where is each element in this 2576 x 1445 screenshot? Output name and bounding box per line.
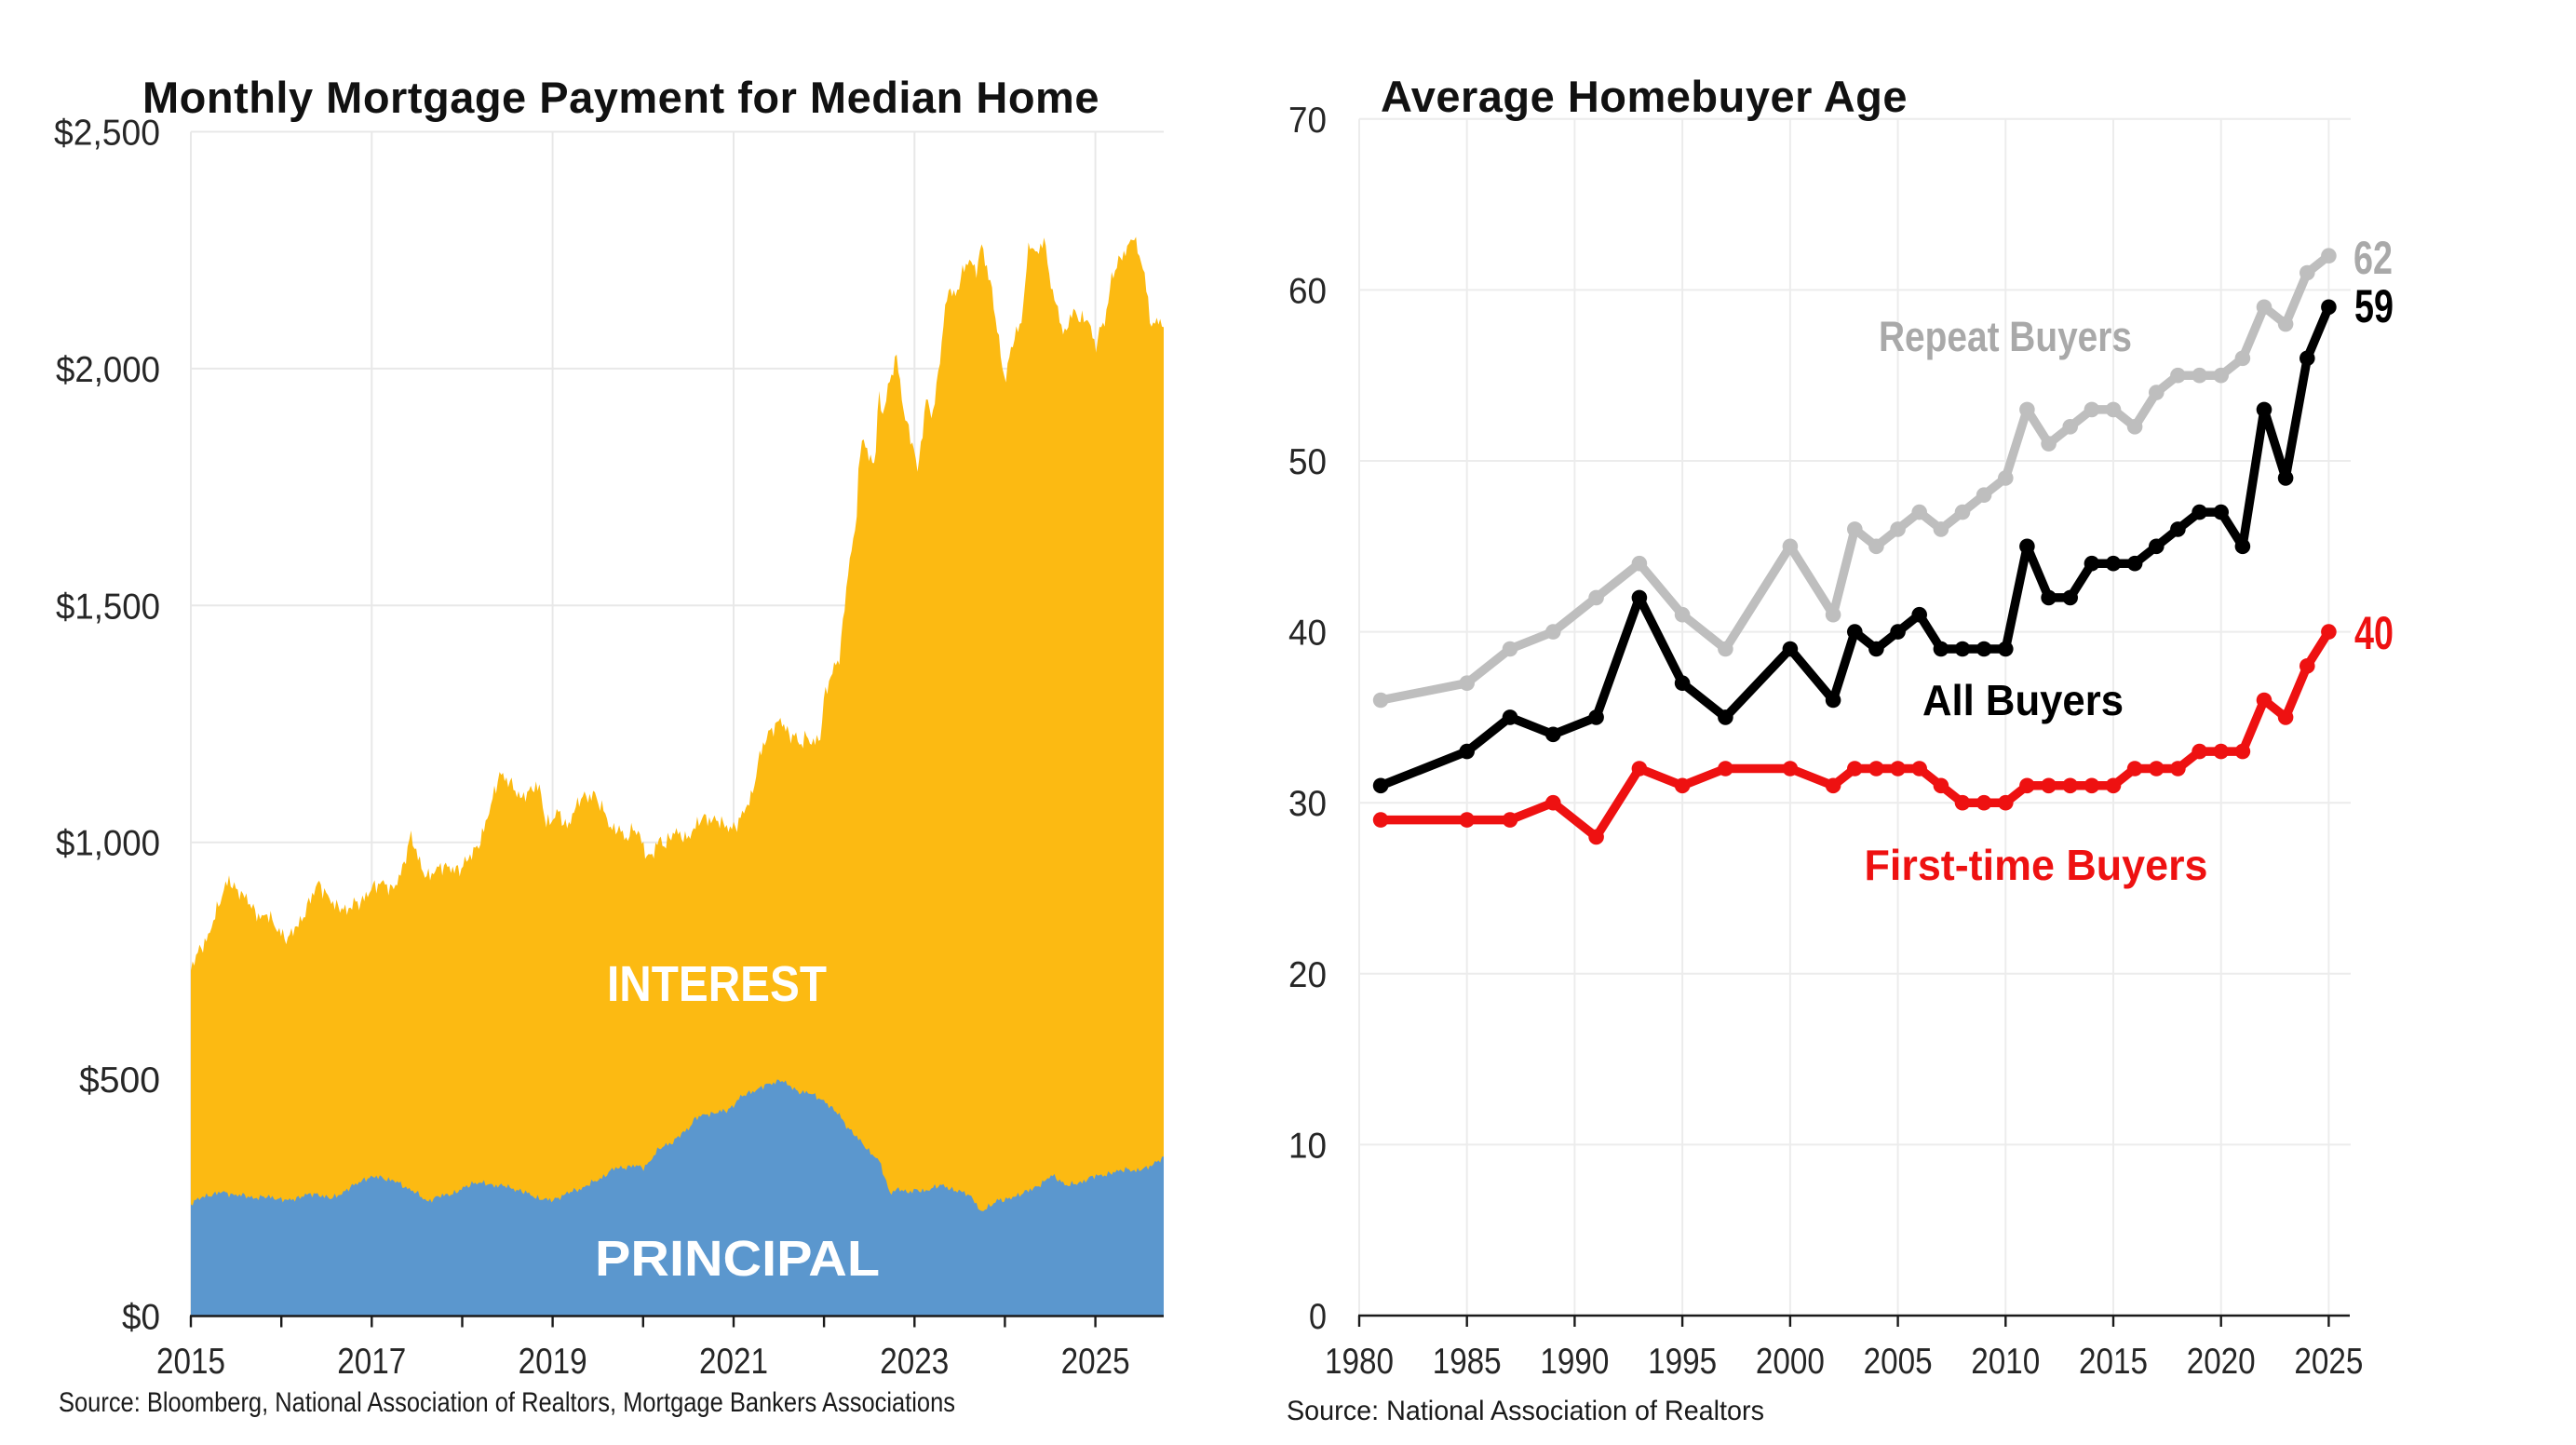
- svg-text:1985: 1985: [1433, 1342, 1502, 1382]
- svg-text:2019: 2019: [519, 1342, 587, 1382]
- svg-text:1990: 1990: [1540, 1342, 1609, 1382]
- svg-text:20: 20: [1288, 955, 1327, 995]
- svg-text:30: 30: [1288, 784, 1327, 824]
- svg-text:Source: National Association o: Source: National Association of Realtors: [1287, 1396, 1764, 1426]
- svg-text:$1,500: $1,500: [56, 587, 160, 627]
- svg-text:62: 62: [2353, 232, 2393, 284]
- svg-text:2017: 2017: [337, 1342, 406, 1382]
- svg-text:2015: 2015: [2079, 1342, 2148, 1382]
- svg-text:2020: 2020: [2187, 1342, 2256, 1382]
- svg-text:2015: 2015: [156, 1342, 225, 1382]
- svg-text:PRINCIPAL: PRINCIPAL: [595, 1231, 880, 1287]
- svg-text:INTEREST: INTEREST: [607, 956, 827, 1012]
- svg-text:2000: 2000: [1756, 1342, 1825, 1382]
- svg-text:2025: 2025: [1061, 1342, 1130, 1382]
- svg-text:Average Homebuyer Age: Average Homebuyer Age: [1381, 72, 1908, 121]
- svg-text:0: 0: [1309, 1297, 1327, 1337]
- svg-text:1980: 1980: [1325, 1342, 1394, 1382]
- svg-text:2023: 2023: [880, 1342, 949, 1382]
- svg-text:All Buyers: All Buyers: [1922, 676, 2124, 724]
- svg-text:2005: 2005: [1864, 1342, 1933, 1382]
- svg-text:$500: $500: [79, 1060, 160, 1101]
- svg-text:Monthly Mortgage Payment for M: Monthly Mortgage Payment for Median Home: [142, 73, 1099, 122]
- svg-text:40: 40: [1288, 614, 1327, 654]
- svg-text:70: 70: [1288, 101, 1327, 141]
- svg-text:59: 59: [2354, 280, 2394, 332]
- svg-text:$2,500: $2,500: [54, 114, 160, 154]
- svg-text:First-time Buyers: First-time Buyers: [1865, 841, 2208, 889]
- svg-text:50: 50: [1288, 442, 1327, 482]
- svg-text:2025: 2025: [2294, 1342, 2363, 1382]
- svg-text:$0: $0: [122, 1298, 160, 1338]
- svg-text:2021: 2021: [699, 1342, 768, 1382]
- svg-text:40: 40: [2354, 607, 2394, 659]
- svg-text:2010: 2010: [1971, 1342, 2040, 1382]
- svg-text:$1,000: $1,000: [56, 824, 160, 864]
- svg-text:10: 10: [1288, 1126, 1327, 1166]
- svg-text:1995: 1995: [1648, 1342, 1717, 1382]
- svg-text:60: 60: [1288, 271, 1327, 311]
- svg-text:$2,000: $2,000: [56, 350, 160, 390]
- svg-text:Repeat Buyers: Repeat Buyers: [1879, 313, 2132, 360]
- svg-text:Source: Bloomberg, National As: Source: Bloomberg, National Association …: [59, 1387, 955, 1418]
